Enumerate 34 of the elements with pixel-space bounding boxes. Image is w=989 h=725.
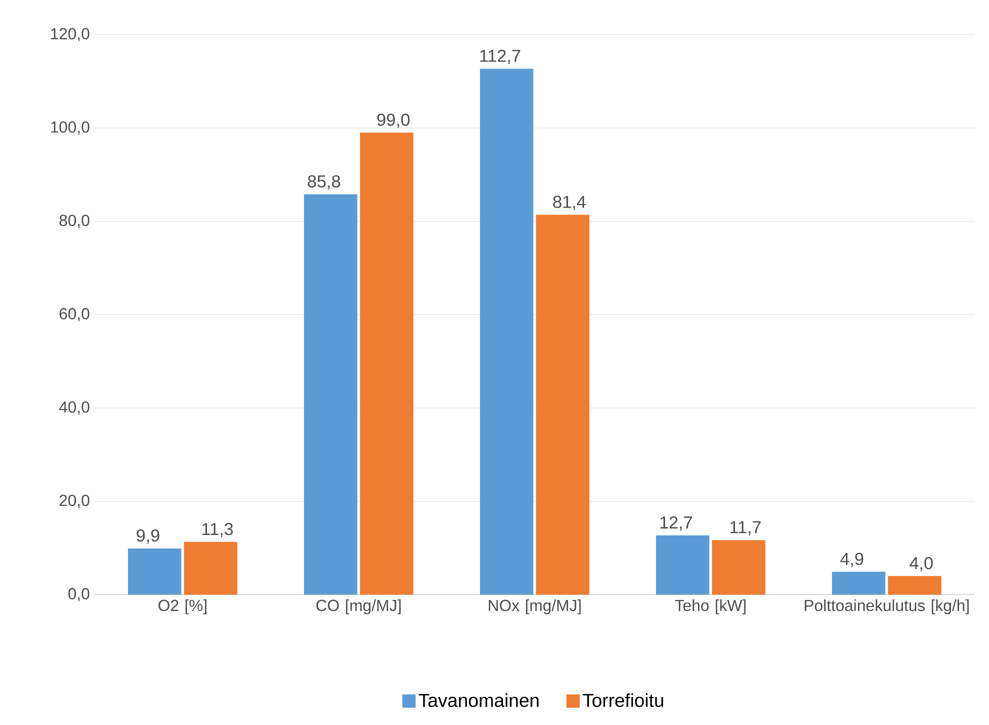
data-label: 12,7: [660, 516, 692, 531]
x-tick-label: Teho [kW]: [675, 599, 746, 614]
bar: [888, 576, 942, 595]
data-label: 9,9: [136, 529, 160, 544]
data-label: 11,3: [202, 522, 233, 538]
data-label: 11,7: [730, 521, 761, 536]
x-tick-label: O2 [%]: [158, 599, 206, 614]
bar: [656, 535, 710, 595]
data-label: 81,4: [553, 196, 586, 210]
data-label: 4,9: [840, 552, 864, 568]
x-tick-label: CO [mg/MJ]: [316, 599, 401, 614]
x-tick-label: Polttoainekulutus [kg/h]: [804, 599, 969, 614]
bar: [536, 214, 590, 595]
bar: [360, 132, 414, 595]
data-label: 99,0: [377, 114, 410, 128]
data-label: 112,7: [480, 50, 520, 64]
y-tick-label: 80,0: [60, 214, 90, 228]
bar: [480, 68, 534, 595]
bar: [184, 542, 238, 595]
y-tick-label: 20,0: [60, 494, 90, 508]
data-label: 4,0: [910, 556, 933, 572]
bar: [304, 194, 358, 595]
y-tick-label: 120,0: [51, 28, 90, 42]
y-tick-label: 60,0: [60, 308, 90, 322]
data-label: 85,8: [308, 175, 340, 190]
y-tick-label: 0,0: [68, 588, 90, 602]
bar: [712, 540, 766, 595]
y-tick-label: 100,0: [51, 121, 90, 135]
bar: [128, 548, 182, 595]
y-tick-label: 40,0: [59, 401, 90, 415]
x-tick-label: NOx [mg/MJ]: [488, 599, 581, 614]
bar: [832, 572, 886, 595]
legend-label: Tavanomainen: [418, 693, 539, 708]
legend-label: Torrefioitu: [582, 693, 664, 708]
